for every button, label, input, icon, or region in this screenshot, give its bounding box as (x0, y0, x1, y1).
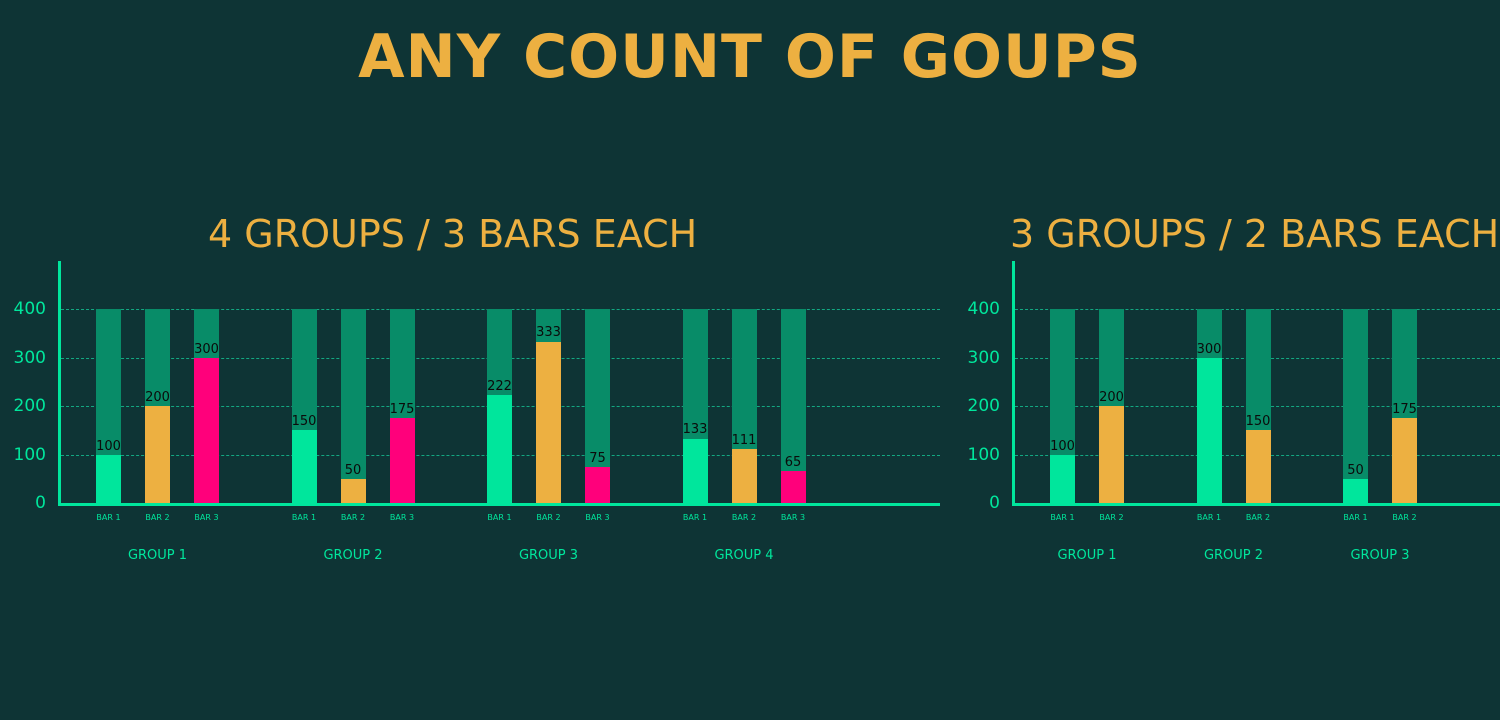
bar-3 (389, 418, 415, 503)
bar-track: 200 (145, 309, 170, 503)
bar-1 (96, 454, 121, 503)
bar-track: 150 (291, 309, 317, 503)
bar-label: BAR 2 (536, 513, 561, 522)
bar-label: BAR 2 (145, 513, 170, 522)
bar-label: BAR 3 (389, 513, 415, 522)
bar-value-label: 100 (1050, 438, 1075, 454)
bar-value-label: 133 (682, 422, 708, 438)
bar-track: 100 (96, 309, 121, 503)
y-tick-label: 100 (967, 444, 1000, 465)
bar-track: 133 (682, 309, 708, 503)
bar-track: 65 (780, 309, 806, 503)
bar-1 (487, 395, 512, 503)
group-label: GROUP 2 (323, 548, 383, 563)
bar-value-label: 222 (487, 379, 512, 395)
group-label: GROUP 3 (518, 548, 579, 563)
bar-2 (1099, 406, 1124, 503)
bar-value-label: 175 (1392, 402, 1417, 418)
bar-label: BAR 1 (487, 513, 512, 522)
bar-track: 75 (585, 309, 610, 503)
bar-1 (1196, 357, 1222, 503)
group-label: GROUP 2 (1203, 548, 1264, 563)
bar-track: 50 (1343, 309, 1368, 503)
bar-value-label: 100 (96, 438, 121, 454)
bar-label: BAR 2 (1392, 513, 1417, 522)
bar-track: 100 (1050, 309, 1075, 503)
group-label: GROUP 4 (714, 548, 774, 563)
bar-track: 150 (1245, 309, 1271, 503)
bar-track: 333 (536, 309, 561, 503)
bar-label: BAR 3 (585, 513, 610, 522)
bar-3 (585, 466, 610, 503)
bar-label: BAR 2 (731, 513, 757, 522)
y-axis (58, 261, 61, 506)
bar-value-label: 111 (731, 433, 757, 449)
bar-label: BAR 1 (1343, 513, 1368, 522)
bar-value-label: 65 (784, 455, 802, 471)
y-tick-label: 300 (967, 347, 1000, 368)
chart-title: 4 GROUPS / 3 BARS EACH (208, 212, 698, 256)
bar-1 (291, 430, 317, 503)
bar-track: 200 (1099, 309, 1124, 503)
y-tick-label: 100 (13, 444, 46, 465)
bar-label: BAR 1 (291, 513, 317, 522)
bar-label: BAR 1 (1050, 513, 1075, 522)
bar-1 (1343, 478, 1368, 503)
bar-1 (682, 438, 708, 503)
bar-value-label: 175 (389, 402, 415, 418)
y-tick-label: 300 (13, 347, 46, 368)
y-tick-label: 400 (967, 299, 1000, 319)
bar-2 (731, 449, 757, 503)
bar-3 (780, 471, 806, 503)
bar-track: 175 (389, 309, 415, 503)
y-tick-label: 400 (13, 299, 46, 319)
group-label: GROUP 1 (127, 548, 188, 563)
bar-2 (1245, 430, 1271, 503)
bar-value-label: 300 (194, 341, 219, 357)
bar-value-label: 150 (291, 414, 317, 430)
bar-label: BAR 1 (682, 513, 708, 522)
bar-3 (194, 357, 219, 503)
bar-value-label: 150 (1245, 414, 1271, 430)
bar-value-label: 50 (1347, 462, 1364, 478)
page-title: ANY COUNT OF GOUPS (358, 22, 1142, 92)
y-tick-label: 200 (13, 396, 46, 416)
bar-track: 111 (731, 309, 757, 503)
bar-value-label: 75 (589, 450, 606, 466)
bar-label: BAR 2 (340, 513, 366, 522)
bar-label: BAR 1 (1196, 513, 1222, 522)
chart-4-groups: 4 GROUPS / 3 BARS EACH 0 100 200 300 400 100 B… (0, 200, 950, 580)
bar-track: 300 (1196, 309, 1222, 503)
bar-2 (340, 478, 366, 503)
y-axis (1012, 261, 1015, 506)
bar-1 (1050, 454, 1075, 503)
bar-label: BAR 3 (194, 513, 219, 522)
bar-value-label: 333 (536, 325, 561, 341)
group-label: GROUP 1 (1057, 548, 1117, 563)
bar-value-label: 200 (145, 390, 170, 405)
chart-title: 3 GROUPS / 2 BARS EACH (1010, 212, 1500, 256)
bar-value-label: 50 (344, 462, 362, 478)
bar-track: 222 (487, 309, 512, 503)
bar-label: BAR 2 (1099, 513, 1124, 522)
bar-2 (145, 406, 170, 503)
bar-label: BAR 2 (1245, 513, 1271, 522)
bar-value-label: 300 (1196, 341, 1222, 357)
bar-2 (536, 341, 561, 503)
bar-value-label: 200 (1099, 390, 1124, 405)
x-axis (1012, 503, 1500, 506)
bar-track: 175 (1392, 309, 1417, 503)
bar-label: BAR 1 (96, 513, 121, 522)
chart-3-groups: 3 GROUPS / 2 BARS EACH 0 100 200 300 400 100 B… (955, 200, 1500, 580)
y-tick-label: 0 (989, 493, 1000, 513)
group-label: GROUP 3 (1350, 548, 1410, 563)
x-axis (58, 503, 940, 506)
bar-track: 300 (194, 309, 219, 503)
bar-label: BAR 3 (780, 513, 806, 522)
bar-track: 50 (340, 309, 366, 503)
y-tick-label: 200 (967, 396, 1000, 416)
y-tick-label: 0 (35, 493, 46, 513)
bar-2 (1392, 418, 1417, 503)
